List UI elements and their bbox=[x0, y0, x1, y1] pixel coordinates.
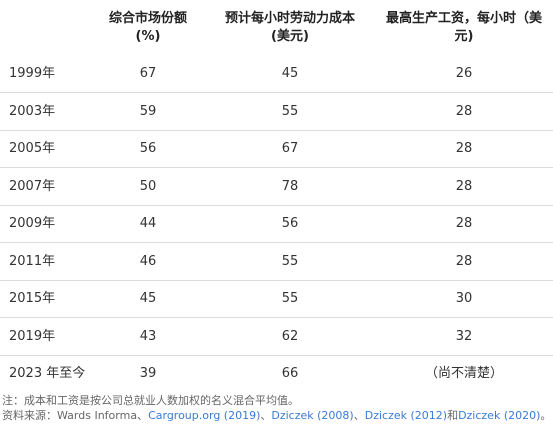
table-row: 2015年 45 55 30 bbox=[0, 280, 553, 318]
row-labor-cost: 55 bbox=[281, 253, 299, 269]
row-market-share: 56 bbox=[139, 141, 157, 156]
source-link[interactable]: Dziczek (2020) bbox=[458, 409, 541, 422]
header-labor-cost: 预计每小时劳动力成本 (美元) bbox=[205, 10, 375, 46]
row-max-wage: 32 bbox=[455, 328, 473, 344]
header-max-wage: 最高生产工资，每小时（美 元) bbox=[378, 10, 550, 46]
row-labor-cost: 56 bbox=[281, 216, 299, 231]
row-year: 2003年 bbox=[9, 103, 56, 119]
source-separator: 、 bbox=[353, 409, 365, 422]
table-row: 2019年 43 62 32 bbox=[0, 318, 553, 356]
row-max-wage: 28 bbox=[455, 103, 473, 119]
source-links: Cargroup.org (2019)、Dziczek (2008)、Dzicz… bbox=[148, 409, 551, 422]
row-labor-cost: 66 bbox=[281, 366, 299, 381]
row-max-wage: 28 bbox=[455, 141, 473, 156]
header-max-wage-line1: 最高生产工资，每小时（美 bbox=[385, 11, 542, 26]
source-separator: 。 bbox=[540, 409, 552, 422]
row-market-share: 50 bbox=[139, 178, 157, 194]
source-prefix: 资料来源：Wards Informa、 bbox=[2, 409, 149, 422]
source-link[interactable]: Cargroup.org (2019) bbox=[148, 409, 261, 422]
row-market-share: 39 bbox=[139, 366, 157, 381]
row-labor-cost: 67 bbox=[281, 141, 299, 156]
row-labor-cost: 55 bbox=[281, 103, 299, 119]
row-labor-cost: 45 bbox=[281, 66, 299, 81]
table-row: 2007年 50 78 28 bbox=[0, 168, 553, 206]
table-row: 2009年 44 56 28 bbox=[0, 205, 553, 243]
table-row: 2005年 56 67 28 bbox=[0, 130, 553, 168]
row-market-share: 45 bbox=[139, 291, 157, 306]
row-year: 2009年 bbox=[9, 216, 56, 231]
row-labor-cost: 78 bbox=[281, 178, 299, 194]
row-max-wage: （尚不清楚） bbox=[424, 366, 503, 381]
source-line: 资料来源：Wards Informa、Cargroup.org (2019)、D… bbox=[2, 408, 551, 423]
table-row: 2011年 46 55 28 bbox=[0, 243, 553, 281]
table-header: 综合市场份额 (%) 预计每小时劳动力成本 (美元) 最高生产工资，每小时（美 … bbox=[0, 0, 553, 53]
header-market-share-line1: 综合市场份额 bbox=[108, 11, 187, 26]
table-notes: 注：成本和工资是按公司总就业人数加权的名义混合平均值。 资料来源：Wards I… bbox=[2, 393, 551, 423]
row-year: 2005年 bbox=[9, 141, 56, 156]
header-labor-cost-line2: (美元) bbox=[271, 29, 309, 44]
row-max-wage: 30 bbox=[455, 291, 473, 306]
table-row: 1999年 67 45 26 bbox=[0, 55, 553, 93]
row-max-wage: 28 bbox=[455, 178, 473, 194]
row-market-share: 67 bbox=[139, 66, 157, 81]
row-year: 2007年 bbox=[9, 178, 56, 194]
row-labor-cost: 62 bbox=[281, 328, 299, 344]
row-year: 2011年 bbox=[9, 253, 56, 269]
row-year: 2023 年至今 bbox=[9, 366, 86, 381]
header-market-share: 综合市场份额 (%) bbox=[108, 10, 188, 46]
source-link[interactable]: Dziczek (2012) bbox=[364, 409, 448, 422]
header-labor-cost-line1: 预计每小时劳动力成本 bbox=[224, 11, 355, 26]
row-year: 2019年 bbox=[9, 328, 56, 344]
source-separator: 和 bbox=[447, 409, 459, 422]
row-max-wage: 28 bbox=[455, 253, 473, 269]
note-text: 注：成本和工资是按公司总就业人数加权的名义混合平均值。 bbox=[2, 394, 299, 407]
table-row: 2023 年至今 39 66 （尚不清楚） bbox=[0, 355, 553, 392]
source-link[interactable]: Dziczek (2008) bbox=[271, 409, 354, 422]
header-max-wage-line2: 元) bbox=[454, 29, 474, 44]
row-year: 1999年 bbox=[9, 66, 56, 81]
source-separator: 、 bbox=[260, 409, 272, 422]
row-market-share: 46 bbox=[139, 253, 157, 269]
row-year: 2015年 bbox=[9, 291, 56, 306]
header-market-share-line2: (%) bbox=[135, 29, 161, 44]
row-max-wage: 26 bbox=[455, 66, 473, 81]
row-labor-cost: 55 bbox=[281, 291, 299, 306]
table-row: 2003年 59 55 28 bbox=[0, 93, 553, 131]
row-market-share: 43 bbox=[139, 328, 157, 344]
row-market-share: 44 bbox=[139, 216, 157, 231]
row-max-wage: 28 bbox=[455, 216, 473, 231]
row-market-share: 59 bbox=[139, 103, 157, 119]
